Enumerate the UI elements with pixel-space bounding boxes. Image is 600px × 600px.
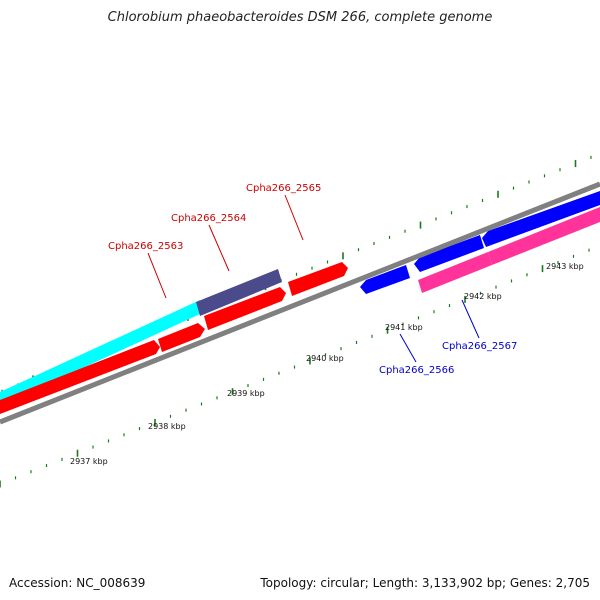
tick-label: 2942 kbp [464, 292, 502, 301]
gene-arrow-g [482, 191, 600, 247]
gene-label: Cpha266_2566 [379, 365, 454, 376]
forward-gene-track [0, 262, 348, 414]
gene-label: Cpha266_2563 [108, 241, 183, 252]
gene-arrow-d [288, 262, 348, 296]
gene-arrow-a [0, 340, 160, 414]
gene-label-leader [399, 333, 417, 363]
genome-backbone [0, 181, 600, 425]
cds-reverse-bar-1 [418, 252, 492, 293]
gene-arrow-c [204, 287, 286, 330]
gene-label: Cpha266_2565 [246, 183, 321, 194]
tick-label: 2937 kbp [70, 457, 108, 466]
gene-label: Cpha266_2564 [171, 213, 246, 224]
tick-label: 2939 kbp [227, 389, 265, 398]
gene-arrow-e [360, 265, 410, 294]
gene-label-leader [461, 299, 480, 339]
inner-tick-row [0, 248, 590, 488]
tick-label: 2940 kbp [306, 354, 344, 363]
gene-arrow-f [414, 235, 484, 272]
tick-labels: 2937 kbp 2938 kbp 2939 kbp 2940 kbp 2941 kbp… [70, 262, 584, 466]
map-title: Chlorobium phaeobacteroides DSM 266, com… [107, 10, 493, 25]
tick-label: 2941 kbp [385, 323, 423, 332]
cds-reverse-bar-2 [488, 207, 600, 265]
accession-text: Accession: NC_008639 [9, 576, 146, 590]
gene-label-leader [284, 194, 304, 241]
gene-label-leader [208, 224, 230, 272]
cds-track [0, 207, 600, 406]
gene-labels: Cpha266_2563 Cpha266_2564 Cpha266_2565 Cpha… [108, 183, 517, 376]
gene-label-leader [147, 252, 167, 299]
cds-other-bar [196, 269, 282, 316]
cds-forward-bar [0, 300, 200, 406]
tick-label: 2943 kbp [546, 262, 584, 271]
tick-label: 2938 kbp [148, 422, 186, 431]
backbone-line-inner [0, 181, 600, 425]
gene-label: Cpha266_2567 [442, 341, 517, 352]
reverse-gene-track [360, 191, 600, 294]
gene-arrow-b [158, 323, 205, 352]
genome-summary-text: Topology: circular; Length: 3,133,902 bp… [260, 576, 590, 590]
